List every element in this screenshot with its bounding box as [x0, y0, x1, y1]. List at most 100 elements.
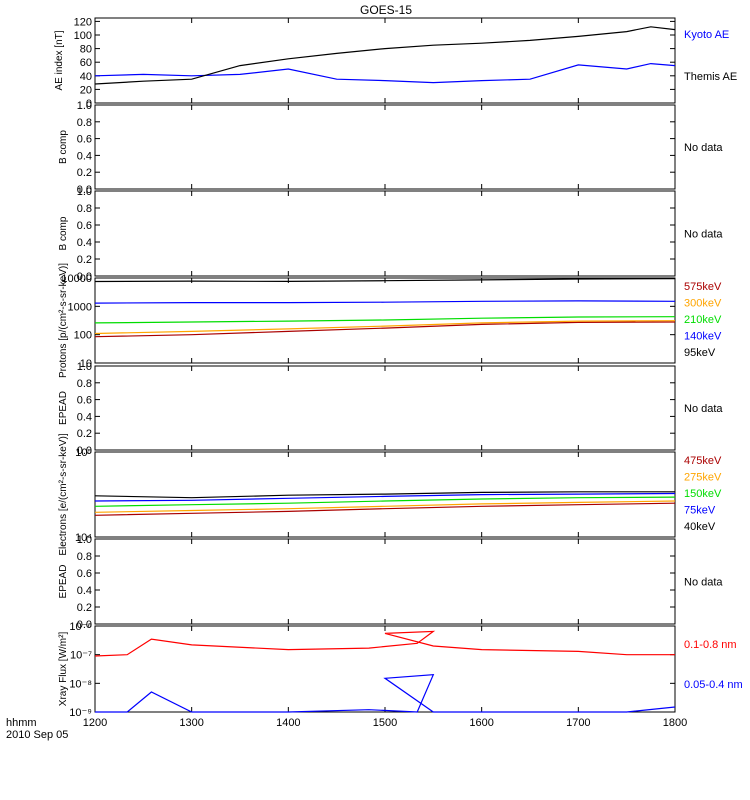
y-tick-label: 0.4 — [77, 237, 92, 249]
panel-epead2: 0.0 0.2 0.4 0.6 0.8 1.0 EPEAD No data — [58, 534, 723, 631]
y-tick-label: 1.0 — [77, 186, 92, 198]
y-tick-label: 40 — [80, 71, 92, 83]
series-line — [94, 491, 675, 499]
series-line — [94, 278, 676, 283]
panel-frame — [94, 104, 676, 190]
y-tick-label: 10000 — [61, 273, 92, 285]
y-tick-label: 10⁻⁷ — [70, 650, 92, 662]
y-tick-label: 0.0 — [77, 445, 92, 457]
y-axis-label: EPEAD — [58, 391, 69, 425]
panel-b2: 0.0 0.2 0.4 0.6 0.8 1.0 B comp No data — [58, 186, 723, 283]
y-tick-label: 0.6 — [77, 568, 92, 580]
y-tick-label: 0.8 — [77, 117, 92, 129]
panel-b1: 0.0 0.2 0.4 0.6 0.8 1.0 B comp No data — [58, 100, 723, 196]
legend-label: Kyoto AE — [684, 29, 729, 41]
y-axis-label: Electrons [e/(cm²-s-sr-keV)] — [58, 433, 69, 555]
y-tick-label: 80 — [80, 44, 92, 56]
time-axis-date-label: 2010 Sep 05 — [6, 729, 68, 741]
y-tick-label: 0.2 — [77, 428, 92, 440]
y-axis-label: AE index [nT] — [54, 30, 65, 90]
legend-label: Themis AE — [684, 71, 737, 83]
y-tick-label: 0 — [86, 98, 92, 110]
x-tick-label: 1400 — [276, 717, 300, 729]
y-tick-label: 10 — [80, 358, 92, 370]
legend-label: 75keV — [684, 505, 716, 517]
legend-label: 575keV — [684, 281, 722, 293]
x-tick-label: 1800 — [663, 717, 687, 729]
panel-frame — [94, 625, 676, 713]
series-line — [94, 26, 676, 85]
panel-frame — [94, 17, 676, 104]
y-axis-label: Protons [p/(cm²-s-sr-keV)] — [58, 263, 69, 378]
y-tick-label: 0.4 — [77, 585, 92, 597]
series-line — [95, 674, 676, 713]
y-tick-label: 0.0 — [77, 271, 92, 283]
legend-label: 275keV — [684, 472, 722, 484]
y-tick-label: 1.0 — [77, 361, 92, 373]
y-tick-label: 100 — [74, 30, 92, 42]
y-tick-label: 120 — [74, 16, 92, 28]
panel-frame — [94, 538, 676, 625]
legend-label: 40keV — [684, 521, 716, 533]
legend-label: 0.05-0.4 nm — [684, 679, 743, 691]
legend-label: 0.1-0.8 nm — [684, 639, 737, 651]
y-tick-label: 20 — [80, 84, 92, 96]
no-data-label: No data — [684, 577, 723, 589]
series-line — [94, 500, 676, 513]
legend-label: 95keV — [684, 347, 716, 359]
series-line — [94, 321, 676, 338]
panel-epead1: 0.0 0.2 0.4 0.6 0.8 1.0 EPEAD No data — [58, 361, 723, 457]
series-line — [94, 630, 675, 657]
no-data-label: No data — [684, 229, 723, 241]
y-tick-label: 1.0 — [77, 100, 92, 112]
x-tick-label: 1200 — [83, 717, 107, 729]
y-tick-label: 0.6 — [77, 395, 92, 407]
legend-label: 150keV — [684, 488, 722, 500]
y-tick-label: 10⁻⁹ — [69, 707, 92, 719]
y-tick-label: 0.2 — [77, 602, 92, 614]
series-line — [94, 502, 676, 516]
series-line — [94, 300, 676, 304]
series-line — [94, 62, 676, 84]
y-tick-label: 0.6 — [77, 134, 92, 146]
series-line — [94, 320, 676, 335]
y-tick-label: 1.0 — [77, 534, 92, 546]
y-tick-label: 0.8 — [77, 551, 92, 563]
legend-label: 475keV — [684, 455, 722, 467]
y-tick-label: 0.2 — [77, 254, 92, 266]
y-tick-label: 10⁵ — [75, 447, 92, 459]
panel-frame — [94, 365, 676, 451]
y-tick-label: 0.0 — [77, 184, 92, 196]
y-tick-label: 10⁴ — [75, 532, 92, 544]
legend-label: 300keV — [684, 298, 722, 310]
x-tick-label: 1500 — [373, 717, 397, 729]
panel-electrons: 10⁴ 10⁵ Electrons [e/(cm²-s-sr-keV)] 475keV… — [58, 433, 722, 555]
y-tick-label: 0.4 — [77, 150, 92, 162]
y-tick-label: 100 — [74, 330, 92, 342]
legend-label: 140keV — [684, 331, 722, 343]
plot-title: GOES-15 — [360, 3, 412, 17]
legend-label: 210keV — [684, 314, 722, 326]
series-line — [94, 316, 676, 324]
y-tick-label: 10⁻⁸ — [69, 678, 92, 690]
x-tick-label: 1700 — [566, 717, 590, 729]
y-tick-label: 0.4 — [77, 411, 92, 423]
y-tick-label: 0.2 — [77, 167, 92, 179]
time-axis-unit-label: hhmm — [6, 717, 37, 729]
y-axis-label: B comp — [58, 130, 69, 164]
y-tick-label: 10⁻⁶ — [69, 621, 92, 633]
series-line — [94, 492, 676, 502]
y-tick-label: 0.6 — [77, 220, 92, 232]
y-tick-label: 1000 — [68, 301, 92, 313]
time-axis: hhmm 2010 Sep 05 1200 1300 1400 1500 1600 170… — [6, 717, 687, 741]
y-tick-label: 0.8 — [77, 203, 92, 215]
y-axis-label: Xray Flux [W/m²] — [58, 632, 69, 707]
y-tick-label: 0.8 — [77, 378, 92, 390]
no-data-label: No data — [684, 142, 723, 154]
series-line — [94, 496, 676, 507]
y-axis-label: B comp — [58, 216, 69, 250]
